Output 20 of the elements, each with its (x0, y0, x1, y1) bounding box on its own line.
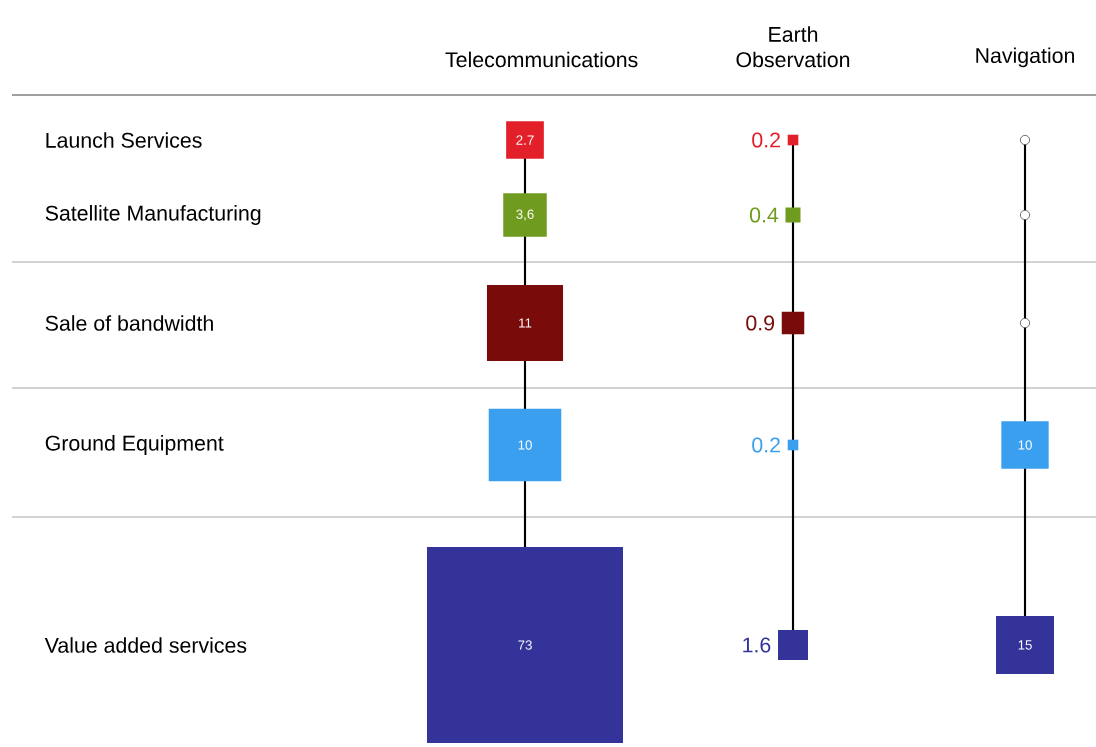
x-tick-label: Earth Observation (736, 26, 850, 68)
data-label: 3,6 (516, 209, 534, 221)
data-label: 15 (1018, 640, 1032, 650)
data-label: 2.7 (516, 135, 534, 145)
y-tick-label: Sale of bandwidth (45, 315, 213, 331)
y-tick-label: Ground Equipment (45, 435, 224, 455)
data-label: 0.2 (752, 437, 780, 453)
data-label: 10 (1018, 440, 1032, 450)
y-tick-label: Launch Services (46, 132, 202, 148)
data-label: 0.9 (746, 315, 775, 331)
data-label: 1.6 (743, 637, 771, 653)
y-tick-label: Value added services (44, 637, 247, 653)
data-label: 10 (518, 440, 532, 450)
data-label: 0.4 (749, 207, 779, 223)
x-tick-label: Telecommunications (445, 51, 638, 68)
data-label: 11 (519, 318, 532, 328)
data-label: 0.2 (752, 132, 780, 148)
x-tick-label: Navigation (976, 47, 1074, 68)
y-tick-label: Satellite Manufacturing (45, 205, 261, 225)
data-label: 73 (518, 640, 532, 650)
